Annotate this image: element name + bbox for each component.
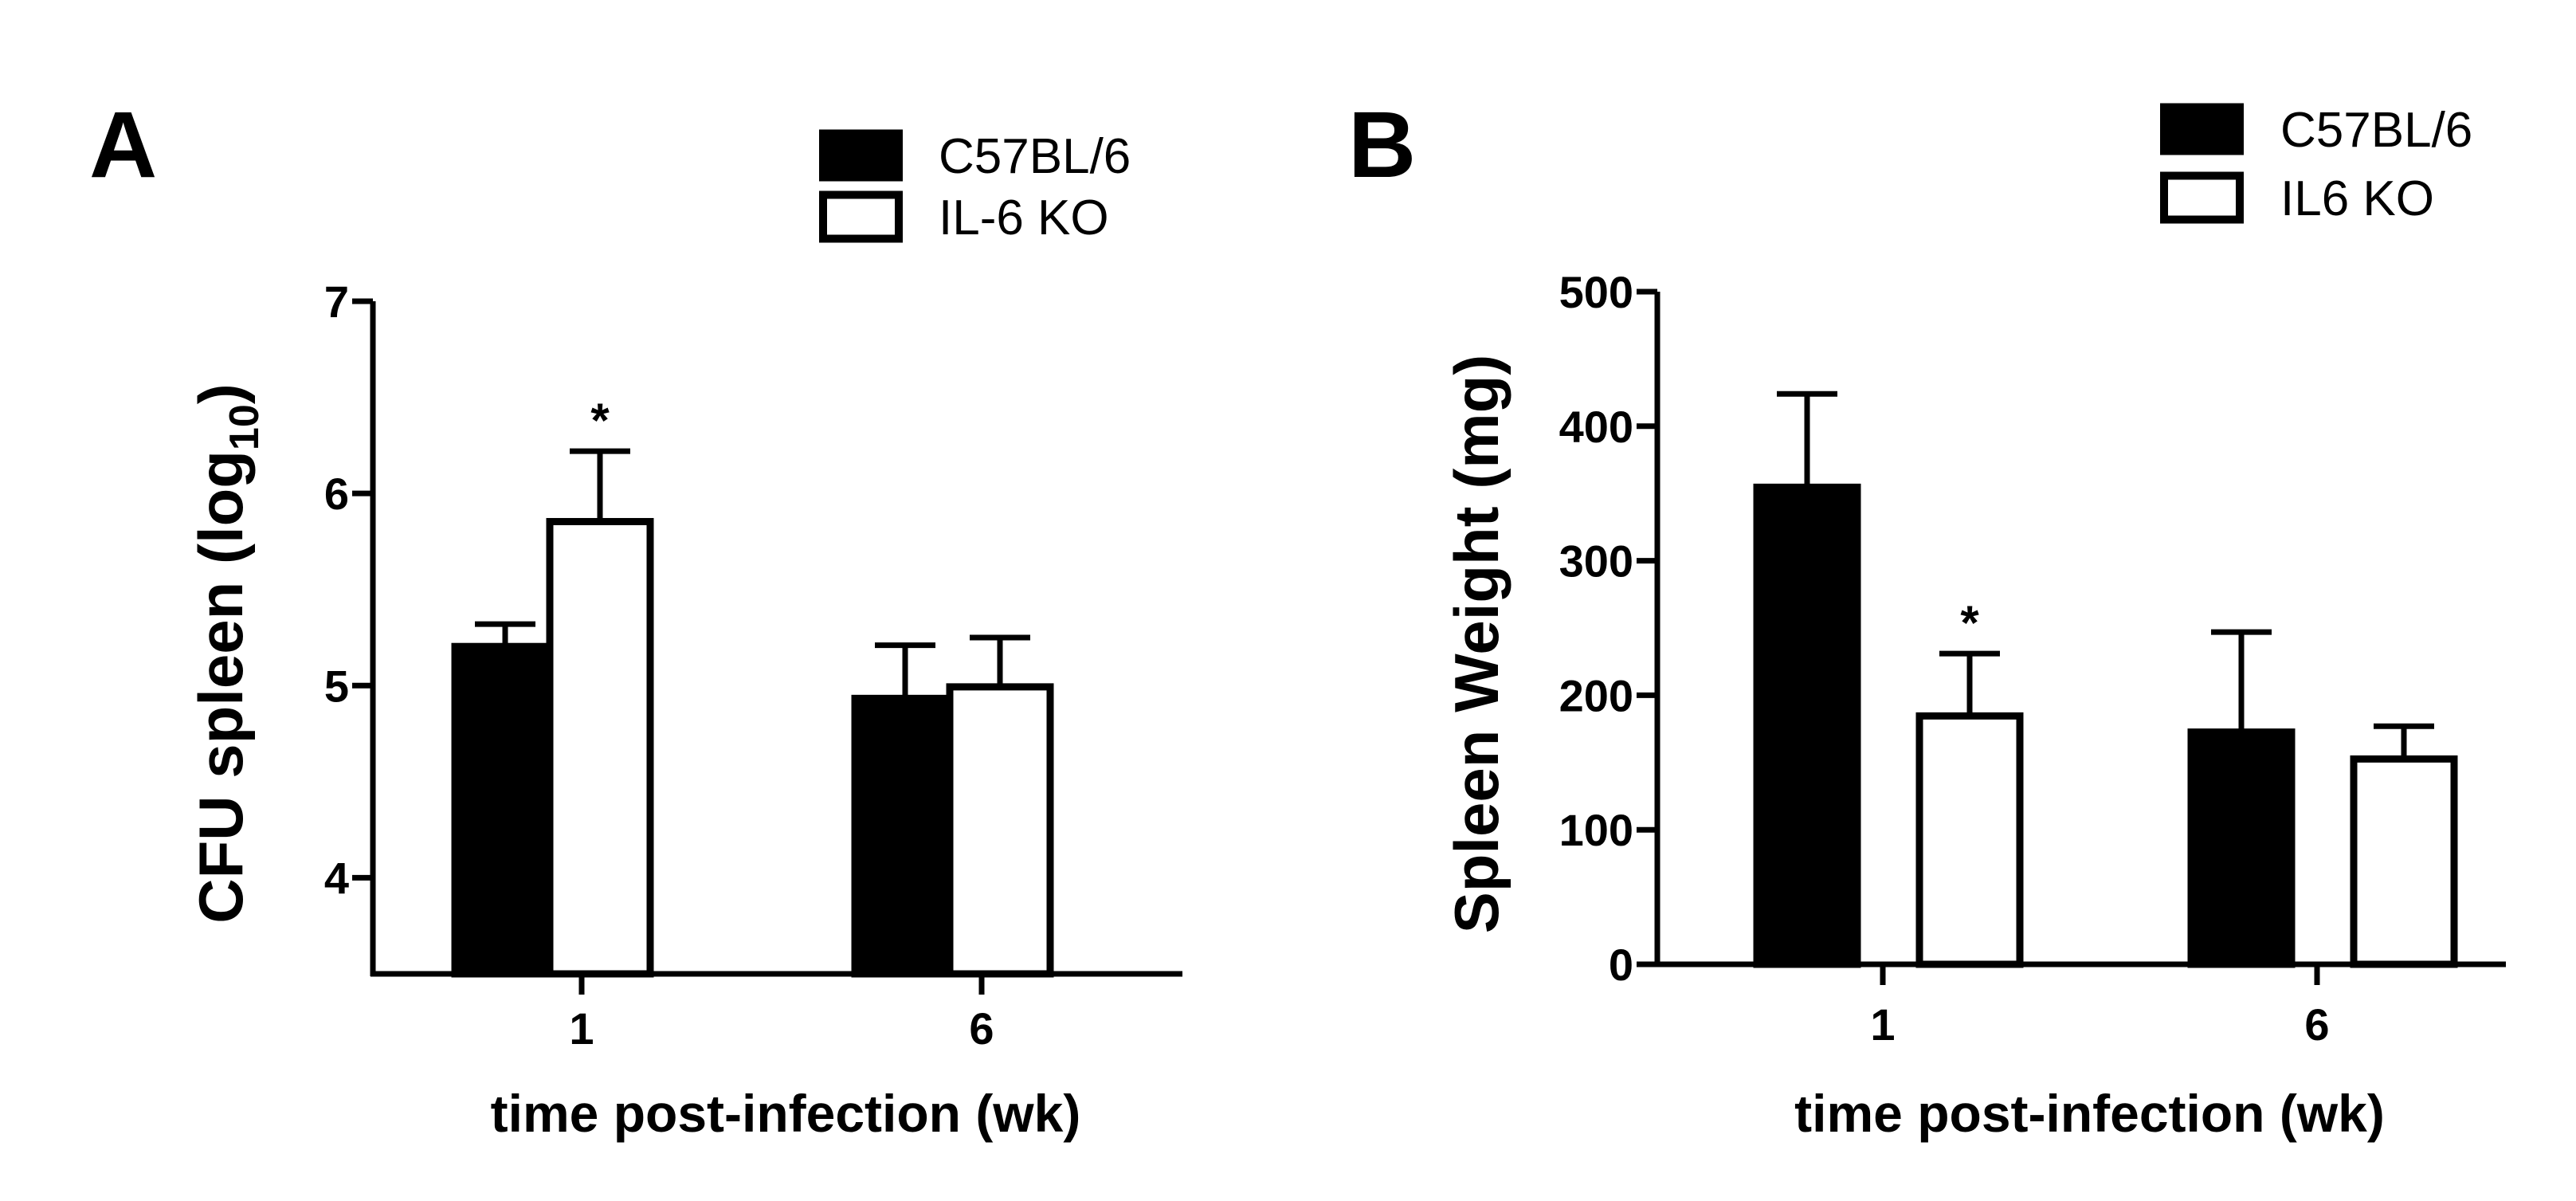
bar-wild-type-wk1 [1753,483,1861,968]
y-tick-label: 500 [1559,267,1633,317]
panel-letter: A [89,92,157,198]
y-tick-label: 4 [324,853,349,903]
legend-swatch-wild-type [2160,103,2244,155]
x-tick-label: 6 [2304,999,2329,1050]
y-axis-label: Spleen Weight (mg) [1441,355,1511,934]
y-tick-label: 400 [1559,402,1633,452]
legend-swatch-knockout [819,190,903,243]
bar-wild-type-wk6 [2187,728,2296,968]
y-axis-label: CFU spleen (log10) [186,383,268,924]
x-axis-label: time post-infection (wk) [491,1084,1081,1143]
y-axis-label-subscript: 10 [222,404,268,450]
y-tick-label: 7 [324,277,349,327]
y-axis-label-close: ) [186,383,256,404]
y-tick-label: 100 [1559,805,1633,855]
bar-knockout-wk1 [1915,712,2024,968]
legend-swatch-knockout [2160,171,2244,224]
legend-label: IL6 KO [2280,171,2434,226]
y-axis-label-main: Spleen Weight (mg) [1441,355,1511,934]
y-tick-label: 200 [1559,670,1633,720]
bar-knockout-wk6 [2350,755,2458,968]
y-tick-label: 6 [324,469,349,519]
legend-label: C57BL/6 [2280,103,2472,158]
y-axis-label-main: CFU spleen (log [186,450,256,924]
legend-label: IL-6 KO [939,190,1109,245]
y-tick-label: 0 [1609,940,1633,990]
x-tick-label: 1 [1870,999,1895,1050]
bar-knockout-wk6 [946,683,1054,978]
y-tick-label: 5 [324,661,349,711]
bar-wild-type-wk6 [851,694,959,978]
x-tick-label: 1 [569,1003,594,1054]
panel-b: B C57BL/6 IL6 KO * 0 100 200 300 400 500 1 6 time po… [1348,92,2506,1143]
x-tick-label: 6 [969,1003,994,1054]
significance-star: * [1960,596,1979,650]
x-axis-label: time post-infection (wk) [1794,1084,2385,1143]
legend-swatch-wild-type [819,129,903,182]
significance-star: * [590,394,610,447]
bar-wild-type-wk1 [451,642,559,978]
panel-a: A C57BL/6 IL-6 KO * 4 5 6 7 1 6 time post-infectio… [89,92,1182,1143]
bar-knockout-wk1 [546,517,654,978]
panel-letter: B [1348,92,1416,198]
y-tick-label: 300 [1559,536,1633,587]
legend-label: C57BL/6 [939,129,1131,184]
